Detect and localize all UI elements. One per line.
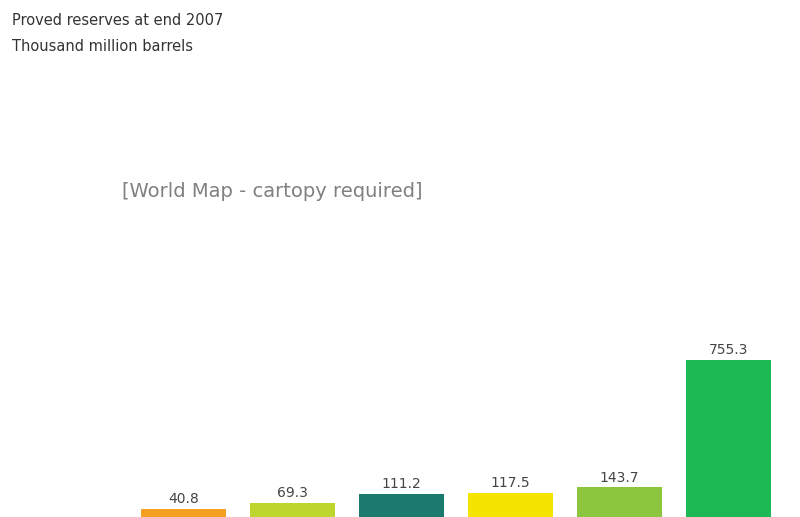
Text: Proved reserves at end 2007: Proved reserves at end 2007 bbox=[12, 13, 223, 28]
Bar bbox=[359, 494, 444, 517]
Text: 69.3: 69.3 bbox=[278, 486, 308, 500]
Text: 111.2: 111.2 bbox=[382, 477, 422, 491]
Bar bbox=[686, 360, 770, 517]
Bar bbox=[577, 487, 662, 517]
Text: 755.3: 755.3 bbox=[709, 343, 748, 357]
Text: 117.5: 117.5 bbox=[490, 476, 530, 490]
Text: [World Map - cartopy required]: [World Map - cartopy required] bbox=[122, 182, 422, 201]
Text: 143.7: 143.7 bbox=[599, 470, 639, 484]
Bar bbox=[142, 509, 226, 517]
Text: 40.8: 40.8 bbox=[169, 492, 199, 506]
Bar bbox=[468, 493, 553, 517]
Text: Thousand million barrels: Thousand million barrels bbox=[12, 39, 193, 54]
Bar bbox=[250, 503, 335, 517]
